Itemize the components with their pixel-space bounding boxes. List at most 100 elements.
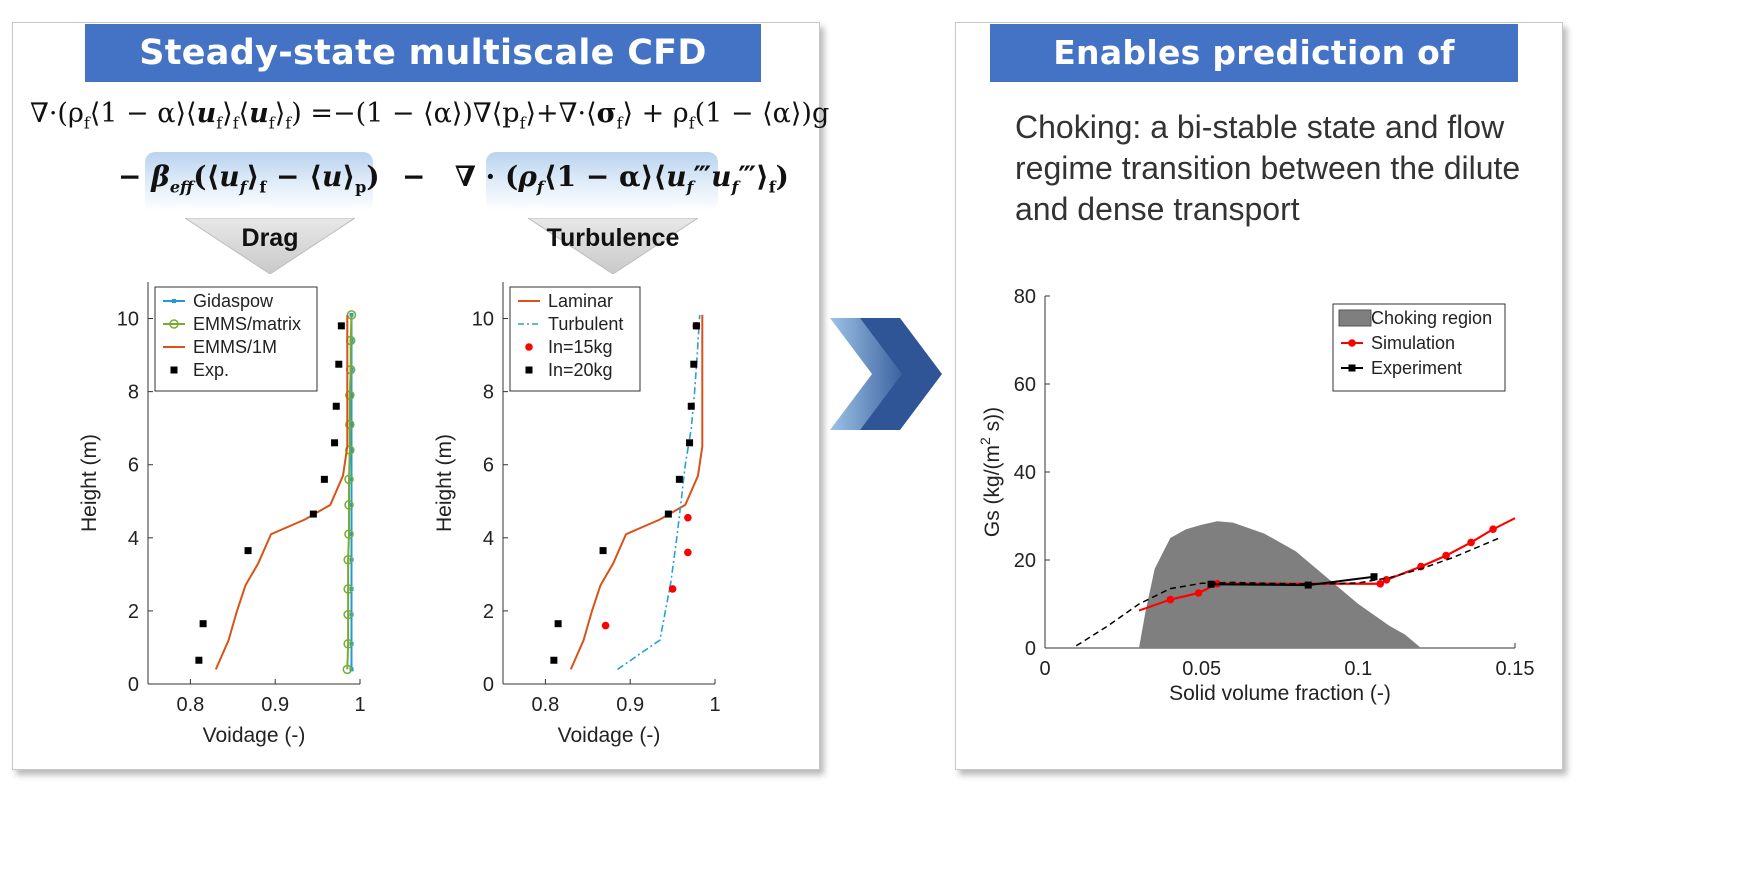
drag-pointer xyxy=(185,218,355,274)
chevron-right-icon xyxy=(830,318,942,430)
exp--3-point xyxy=(337,322,345,330)
legend-marker-in-15kg xyxy=(525,343,533,351)
legend-label-exp-: Exp. xyxy=(193,360,229,380)
gidaspow-0-point xyxy=(349,448,354,453)
laminar-0-line xyxy=(569,314,704,670)
y-tick-label: 10 xyxy=(472,309,494,331)
x-axis-label: Voidage (-) xyxy=(203,724,306,747)
emms-matrix-1-point xyxy=(344,500,354,510)
y-tick-label: 0 xyxy=(483,674,494,696)
emms-matrix-1-point xyxy=(344,474,354,485)
legend-label-turbulent: Turbulent xyxy=(548,314,623,334)
x-tick-label: 0.8 xyxy=(176,694,204,716)
legend-label-in-15kg: In=15kg xyxy=(548,337,613,357)
gidaspow-0-point xyxy=(349,477,354,482)
legend-label-gidaspow: Gidaspow xyxy=(193,291,274,311)
experiment-3-point xyxy=(1370,573,1378,581)
emms-matrix-1-point xyxy=(343,609,353,620)
legend-marker-gidaspow xyxy=(172,299,176,303)
legend-label-experiment: Experiment xyxy=(1371,358,1462,378)
turbulence-pointer xyxy=(528,218,698,274)
gidaspow-0-point xyxy=(349,532,354,537)
y-tick-label: 80 xyxy=(1014,286,1036,308)
legend-box xyxy=(154,286,318,392)
left-panel-title: Steady-state multiscale CFD modeling xyxy=(85,24,761,131)
legend-label-laminar: Laminar xyxy=(548,291,613,311)
x-axis-label: Solid volume fraction (-) xyxy=(1169,682,1391,705)
in-15kg-2-point xyxy=(601,621,610,630)
exp--3-point xyxy=(335,360,343,368)
in-20kg-3-point xyxy=(687,402,695,410)
x-tick-label: 1 xyxy=(354,694,365,716)
x-tick-label: 0.1 xyxy=(1344,658,1372,680)
y-axis-label: Height (m) xyxy=(433,434,456,532)
turbulence-label: Turbulence xyxy=(546,224,680,252)
legend-marker-emms-matrix xyxy=(169,319,179,329)
exp--3-point xyxy=(309,510,317,518)
emms-1m-2-line xyxy=(214,314,349,670)
x-tick-label: 0 xyxy=(1039,658,1050,680)
legend-marker-exp- xyxy=(170,366,178,374)
exp--3-point xyxy=(320,475,328,483)
series-4-line xyxy=(1075,537,1500,647)
y-tick-label: 6 xyxy=(128,455,139,477)
y-tick-label: 4 xyxy=(483,528,494,550)
emms-matrix-1-point xyxy=(346,310,357,320)
legend-label-emms-matrix: EMMS/matrix xyxy=(193,314,301,334)
emms-matrix-1-point xyxy=(343,554,353,565)
x-tick-label: 0.05 xyxy=(1182,658,1221,680)
y-tick-label: 6 xyxy=(483,455,494,477)
equation-lhs: ∇·(ρf⟨1 − α⟩⟨uf⟩f⟨uf⟩f) xyxy=(30,98,302,133)
turbulence-term-highlight xyxy=(486,152,718,212)
legend-label-in-20kg: In=20kg xyxy=(548,360,613,380)
gidaspow-0-point xyxy=(349,502,354,507)
emms-matrix-1-point xyxy=(342,664,353,675)
left-panel xyxy=(12,22,820,770)
drag-label: Drag xyxy=(241,224,299,252)
exp--3-point xyxy=(195,656,203,664)
y-tick-label: 20 xyxy=(1014,550,1036,572)
experiment-3-point xyxy=(1207,580,1215,588)
in-20kg-3-point xyxy=(675,475,683,483)
x-tick-label: 0.9 xyxy=(616,694,644,716)
in-20kg-3-point xyxy=(664,510,672,518)
in-20kg-3-point xyxy=(686,439,694,447)
in-15kg-2-point xyxy=(684,513,692,522)
in-20kg-3-point xyxy=(692,322,700,330)
y-tick-label: 0 xyxy=(1025,638,1036,660)
in-20kg-3-point xyxy=(599,547,607,555)
legend-label-simulation: Simulation xyxy=(1371,333,1455,353)
x-tick-label: 0.9 xyxy=(261,694,289,716)
emms-matrix-1-point xyxy=(343,584,353,594)
legend-marker-experiment xyxy=(1348,364,1356,372)
y-tick-label: 10 xyxy=(117,309,139,331)
legend-swatch-choking-region xyxy=(1338,309,1372,327)
y-tick-label: 8 xyxy=(128,382,139,404)
exp--3-point xyxy=(244,547,252,555)
x-tick-label: 0.8 xyxy=(531,694,559,716)
exp--3-point xyxy=(199,620,207,628)
y-tick-label: 0 xyxy=(128,674,139,696)
experiment-3-point xyxy=(1304,581,1312,589)
x-axis-label: Voidage (-) xyxy=(558,724,661,747)
in-20kg-3-point xyxy=(690,360,698,368)
y-tick-label: 2 xyxy=(483,601,494,623)
drag-term-equation: − βeff(⟨uf⟩f − ⟨u⟩p) xyxy=(118,160,380,197)
x-tick-label: 1 xyxy=(709,694,720,716)
emms-matrix-1-point xyxy=(345,390,355,401)
turbulent-1-line xyxy=(617,314,701,671)
y-axis-label: Height (m) xyxy=(78,434,101,532)
in-15kg-2-point xyxy=(668,585,677,593)
gidaspow-0-point xyxy=(349,422,354,427)
equation-rhs: =−(1 − ⟨α⟩)∇⟨pf⟩+∇·⟨σf⟩ + ρf(1 − ⟨α⟩)g xyxy=(310,98,830,133)
in-20kg-3-point xyxy=(550,656,558,664)
drag-term-highlight xyxy=(145,152,373,212)
gidaspow-0-point xyxy=(349,393,354,398)
in-15kg-2-point xyxy=(684,548,692,557)
legend-marker-simulation xyxy=(1348,339,1356,347)
y-tick-label: 4 xyxy=(128,528,139,550)
y-tick-label: 2 xyxy=(128,601,139,623)
gidaspow-0-point xyxy=(349,312,354,317)
